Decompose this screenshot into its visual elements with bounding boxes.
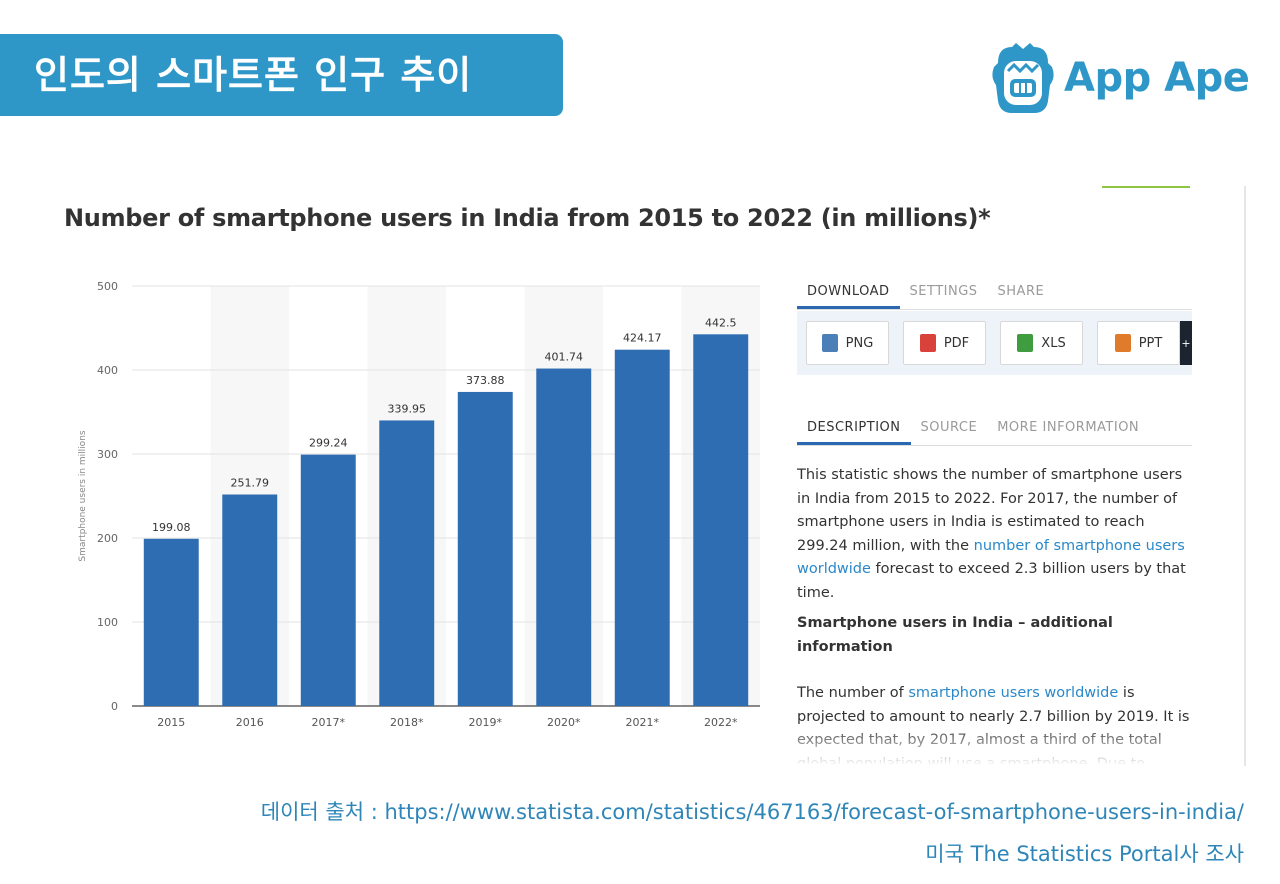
bar xyxy=(222,494,278,706)
x-tick-label: 2018* xyxy=(390,716,424,729)
data-label: 373.88 xyxy=(466,374,505,387)
bar xyxy=(457,391,513,706)
brand-name: App Ape xyxy=(1064,55,1250,101)
y-tick-label: 300 xyxy=(97,448,118,461)
download-options: PNG PDF XLS PPT + xyxy=(797,311,1192,375)
bar-chart: 0 100 200 300 400 500 199.08 2015 251.79 2016 299.… xyxy=(78,280,760,729)
data-label: 424.17 xyxy=(623,332,662,345)
bar xyxy=(536,368,592,706)
x-tick-label: 2020* xyxy=(547,716,581,729)
bar xyxy=(300,454,356,706)
download-pdf-button[interactable]: PDF xyxy=(903,321,986,365)
text-fade-overlay xyxy=(797,724,1192,766)
image-file-icon xyxy=(821,334,838,352)
bar xyxy=(693,334,749,706)
survey-credit: 미국 The Statistics Portal사 조사 xyxy=(925,842,1244,866)
tab-more-information[interactable]: MORE INFORMATION xyxy=(997,420,1140,435)
additional-info-heading: Smartphone users in India – additional i… xyxy=(797,615,1113,655)
data-label: 339.95 xyxy=(388,402,427,415)
y-axis-label: Smartphone users in millions xyxy=(78,430,88,561)
presentation-file-icon xyxy=(1114,334,1131,352)
description-text: This statistic shows the number of smart… xyxy=(797,464,1192,605)
download-xls-button[interactable]: XLS xyxy=(1000,321,1083,365)
data-label: 442.5 xyxy=(705,316,737,329)
info-tabs: DESCRIPTION SOURCE MORE INFORMATION xyxy=(797,412,1192,446)
description-post: forecast to exceed 2.3 billion users by … xyxy=(797,561,1186,601)
more-downloads-button[interactable]: + xyxy=(1180,321,1192,365)
y-tick-label: 0 xyxy=(111,700,118,713)
spreadsheet-file-icon xyxy=(1017,334,1034,352)
ape-face-icon xyxy=(992,43,1054,113)
bar xyxy=(143,538,199,706)
tab-download[interactable]: DOWNLOAD xyxy=(797,276,900,309)
data-label: 251.79 xyxy=(231,476,270,489)
tab-description[interactable]: DESCRIPTION xyxy=(797,412,911,445)
x-tick-label: 2022* xyxy=(704,716,738,729)
y-tick-label: 100 xyxy=(97,616,118,629)
bar xyxy=(614,349,670,706)
page-title-banner: 인도의 스마트폰 인구 추이 xyxy=(0,34,563,116)
download-tabs: DOWNLOAD SETTINGS SHARE xyxy=(797,276,1192,310)
y-tick-label: 500 xyxy=(97,280,118,293)
x-tick-label: 2015 xyxy=(157,716,185,729)
x-tick-label: 2021* xyxy=(626,716,660,729)
download-pdf-label: PDF xyxy=(943,335,970,351)
x-tick-label: 2016 xyxy=(236,716,264,729)
download-xls-label: XLS xyxy=(1041,335,1066,351)
download-png-label: PNG xyxy=(845,335,874,351)
tab-settings[interactable]: SETTINGS xyxy=(909,284,978,299)
download-png-button[interactable]: PNG xyxy=(806,321,889,365)
accent-line xyxy=(1102,186,1190,188)
page-title: 인도의 스마트폰 인구 추이 xyxy=(34,53,473,97)
data-source: 데이터 출처 : https://www.statista.com/statis… xyxy=(260,800,1244,824)
y-tick-label: 200 xyxy=(97,532,118,545)
tab-source[interactable]: SOURCE xyxy=(920,420,978,435)
bar xyxy=(379,420,435,706)
download-ppt-button[interactable]: PPT xyxy=(1097,321,1180,365)
x-tick-label: 2019* xyxy=(469,716,503,729)
description-pre: This statistic shows the number of smart… xyxy=(797,467,1183,554)
app-ape-logo: App Ape xyxy=(990,40,1250,116)
download-ppt-label: PPT xyxy=(1138,335,1163,351)
smartphone-users-worldwide-link[interactable]: smartphone users worldwide xyxy=(908,685,1119,701)
x-tick-label: 2017* xyxy=(312,716,346,729)
y-tick-label: 400 xyxy=(97,364,118,377)
worldwide-users-link[interactable]: number of smartphone users worldwide xyxy=(797,537,1185,578)
chart-title: Number of smartphone users in India from… xyxy=(64,204,991,232)
pdf-file-icon xyxy=(919,334,936,352)
panel-border xyxy=(1244,186,1246,766)
additional-info-pre: The number of xyxy=(797,685,909,701)
data-label: 299.24 xyxy=(309,437,348,450)
data-label: 199.08 xyxy=(152,521,191,534)
data-label: 401.74 xyxy=(545,351,584,364)
tab-share[interactable]: SHARE xyxy=(997,284,1045,299)
